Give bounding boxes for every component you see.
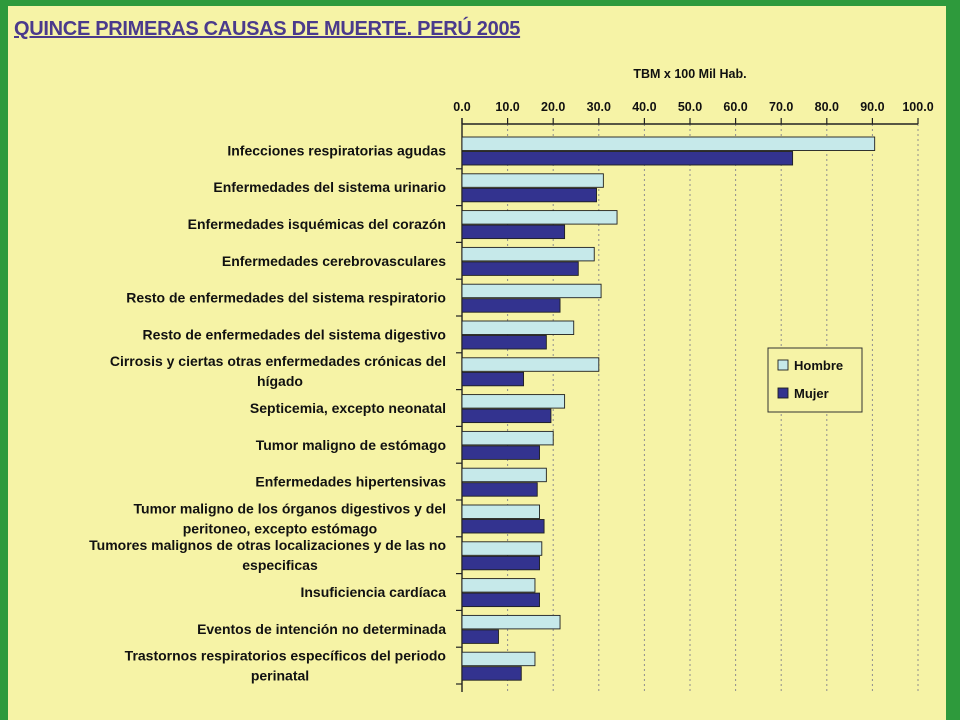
bar-hombre <box>461 651 536 667</box>
bar-hombre <box>461 210 618 225</box>
category-label: especificas <box>242 557 318 573</box>
legend-swatch-hombre <box>777 359 789 371</box>
category-label: Enfermedades isquémicas del corazón <box>188 216 446 232</box>
bar-hombre <box>461 541 543 556</box>
category-label: Resto de enfermedades del sistema respir… <box>126 290 446 306</box>
bar-hombre <box>461 136 876 151</box>
category-label: Resto de enfermedades del sistema digest… <box>143 326 446 342</box>
category-label: Infecciones respiratorias agudas <box>227 142 446 158</box>
bar-mujer <box>461 151 794 166</box>
bar-hombre <box>461 173 604 188</box>
category-label: perinatal <box>251 668 309 684</box>
page-title: QUINCE PRIMERAS CAUSAS DE MUERTE. PERÚ 2… <box>14 18 521 40</box>
bar-mujer <box>461 261 579 276</box>
x-tick-label: 100.0 <box>902 100 933 114</box>
x-tick-label: 80.0 <box>815 100 839 114</box>
bar-hombre <box>461 283 602 299</box>
bar-hombre <box>461 504 540 519</box>
category-label: Insuficiencia cardíaca <box>300 584 446 600</box>
x-axis-label: TBM x 100 Mil Hab. <box>633 67 746 81</box>
bar-mujer <box>461 666 522 681</box>
bar-mujer <box>461 445 540 460</box>
bar-hombre <box>461 578 536 593</box>
category-label: Tumor maligno de estómago <box>256 437 446 453</box>
category-label: Tumores malignos de otras localizaciones… <box>89 537 446 553</box>
category-label: Enfermedades cerebrovasculares <box>222 253 446 269</box>
bar-hombre <box>461 320 575 335</box>
bar-mujer <box>461 408 552 424</box>
bar-mujer <box>461 335 547 350</box>
bar-mujer <box>461 482 538 497</box>
x-tick-label: 0.0 <box>453 100 470 114</box>
bar-mujer <box>461 187 597 203</box>
category-label: Trastornos respiratorios específicos del… <box>125 648 446 664</box>
category-label: Tumor maligno de los órganos digestivos … <box>134 500 446 516</box>
bar-mujer <box>461 592 540 608</box>
legend-swatch-mujer <box>777 387 789 399</box>
bar-hombre <box>461 394 566 409</box>
category-label: Enfermedades del sistema urinario <box>213 179 446 195</box>
bar-hombre <box>461 614 561 630</box>
x-tick-label: 90.0 <box>860 100 884 114</box>
x-tick-label: 70.0 <box>769 100 793 114</box>
bar-hombre <box>461 357 600 372</box>
x-tick-label: 10.0 <box>495 100 519 114</box>
category-label: Septicemia, excepto neonatal <box>250 400 446 416</box>
bar-mujer <box>461 224 566 240</box>
category-label: Enfermedades hipertensivas <box>255 474 446 490</box>
x-tick-label: 40.0 <box>632 100 656 114</box>
x-tick-label: 20.0 <box>541 100 565 114</box>
bar-mujer <box>461 371 525 387</box>
x-tick-label: 50.0 <box>678 100 702 114</box>
bar-hombre <box>461 246 595 262</box>
bar-hombre <box>461 467 547 483</box>
bar-hombre <box>461 430 554 446</box>
bar-mujer <box>461 555 540 571</box>
x-tick-label: 60.0 <box>723 100 747 114</box>
category-label: Eventos de intención no determinada <box>197 621 446 637</box>
legend-box <box>767 347 863 413</box>
x-tick-label: 30.0 <box>587 100 611 114</box>
category-label: Cirrosis y ciertas otras enfermedades cr… <box>110 353 446 369</box>
category-label: peritoneo, excepto estómago <box>183 520 377 536</box>
bar-mujer <box>461 519 545 534</box>
legend-label-hombre: Hombre <box>794 358 843 373</box>
category-label: hígado <box>257 373 303 389</box>
bar-mujer <box>461 629 499 644</box>
bar-mujer <box>461 298 561 313</box>
legend-label-mujer: Mujer <box>794 386 829 401</box>
